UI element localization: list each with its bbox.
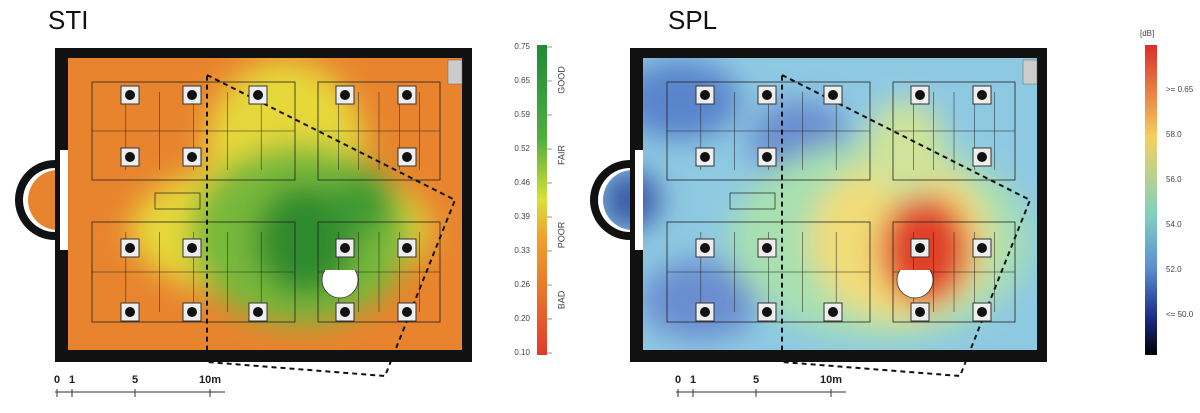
stair (321, 269, 359, 299)
scale-label: 10m (199, 374, 221, 386)
speaker-dot (187, 152, 197, 162)
rating-label: POOR (556, 221, 566, 248)
colorbar-tick-label: 0.26 (514, 280, 530, 289)
spl-colorbar (1145, 45, 1157, 355)
colorbar-tick-label: 0.20 (514, 314, 530, 323)
speaker-dot (977, 307, 987, 317)
sti-heatmap (28, 58, 462, 350)
speaker-dot (977, 152, 987, 162)
panel-title: SPL (668, 5, 717, 35)
colorbar-tick-label: 58.0 (1166, 130, 1182, 139)
colorbar-tick-label: 54.0 (1166, 220, 1182, 229)
speaker-dot (402, 243, 412, 253)
speaker-dot (977, 243, 987, 253)
colorbar-tick-label: 0.52 (514, 144, 530, 153)
speaker-dot (762, 243, 772, 253)
scale-label: 0 (675, 374, 681, 386)
colorbar-tick-label: 52.0 (1166, 265, 1182, 274)
apse (15, 160, 55, 240)
speaker-dot (762, 90, 772, 100)
speaker-dot (828, 307, 838, 317)
door (635, 150, 643, 250)
speaker-dot (762, 152, 772, 162)
speaker-dot (700, 243, 710, 253)
speaker-dot (402, 90, 412, 100)
speaker-dot (340, 307, 350, 317)
colorbar-tick-label: <= 50.0 (1166, 310, 1194, 319)
scale-label: 5 (132, 374, 138, 386)
scale-label: 10m (820, 374, 842, 386)
speaker-dot (402, 307, 412, 317)
sti-colorbar (537, 45, 547, 355)
speaker-dot (253, 90, 263, 100)
speaker-dot (762, 307, 772, 317)
speaker-dot (125, 152, 135, 162)
colorbar-tick-label: 0.10 (514, 348, 530, 357)
speaker-dot (915, 90, 925, 100)
corner (1022, 59, 1038, 85)
panel-title: STI (48, 5, 88, 35)
speaker-dot (700, 307, 710, 317)
colorbar-tick-label: 56.0 (1166, 175, 1182, 184)
scale-label: 5 (753, 374, 759, 386)
colorbar-tick-label: 0.59 (514, 110, 530, 119)
table (729, 192, 776, 210)
speaker-dot (700, 152, 710, 162)
stair (896, 269, 934, 299)
speaker-dot (340, 90, 350, 100)
scale-label: 1 (690, 374, 696, 386)
colorbar-tick-label: 0.39 (514, 212, 530, 221)
rating-label: GOOD (556, 66, 566, 94)
speaker-dot (187, 243, 197, 253)
speaker-dot (402, 152, 412, 162)
floor-plan (590, 48, 1047, 378)
speaker-dot (340, 243, 350, 253)
colorbar-tick-label: 0.46 (514, 178, 530, 187)
dashed-outline (206, 73, 457, 378)
speaker-dot (700, 90, 710, 100)
scale-label: 1 (69, 374, 75, 386)
colorbar-tick-label: 0.75 (514, 42, 530, 51)
floor-plans (15, 48, 1047, 378)
speaker-dot (125, 90, 135, 100)
corner (447, 59, 463, 85)
colorbar-tick-label: 0.33 (514, 246, 530, 255)
colorbar-unit: [dB] (1140, 29, 1154, 38)
speaker-dot (828, 90, 838, 100)
speaker-dot (187, 307, 197, 317)
table (154, 192, 201, 210)
speaker-dot (915, 243, 925, 253)
speaker-dot (125, 307, 135, 317)
dashed-outline (781, 73, 1032, 378)
rating-label: BAD (556, 290, 566, 309)
door (60, 150, 68, 250)
speaker-dot (125, 243, 135, 253)
speaker-dot (915, 307, 925, 317)
floor-plan (15, 48, 472, 378)
speaker-dot (253, 307, 263, 317)
speaker-dot (187, 90, 197, 100)
rating-label: FAIR (556, 145, 566, 166)
colorbar-tick-label: >= 0.65 (1166, 85, 1194, 94)
apse (590, 160, 630, 240)
speaker-dot (977, 90, 987, 100)
colorbar-tick-label: 0.65 (514, 76, 530, 85)
scale-label: 0 (54, 374, 60, 386)
